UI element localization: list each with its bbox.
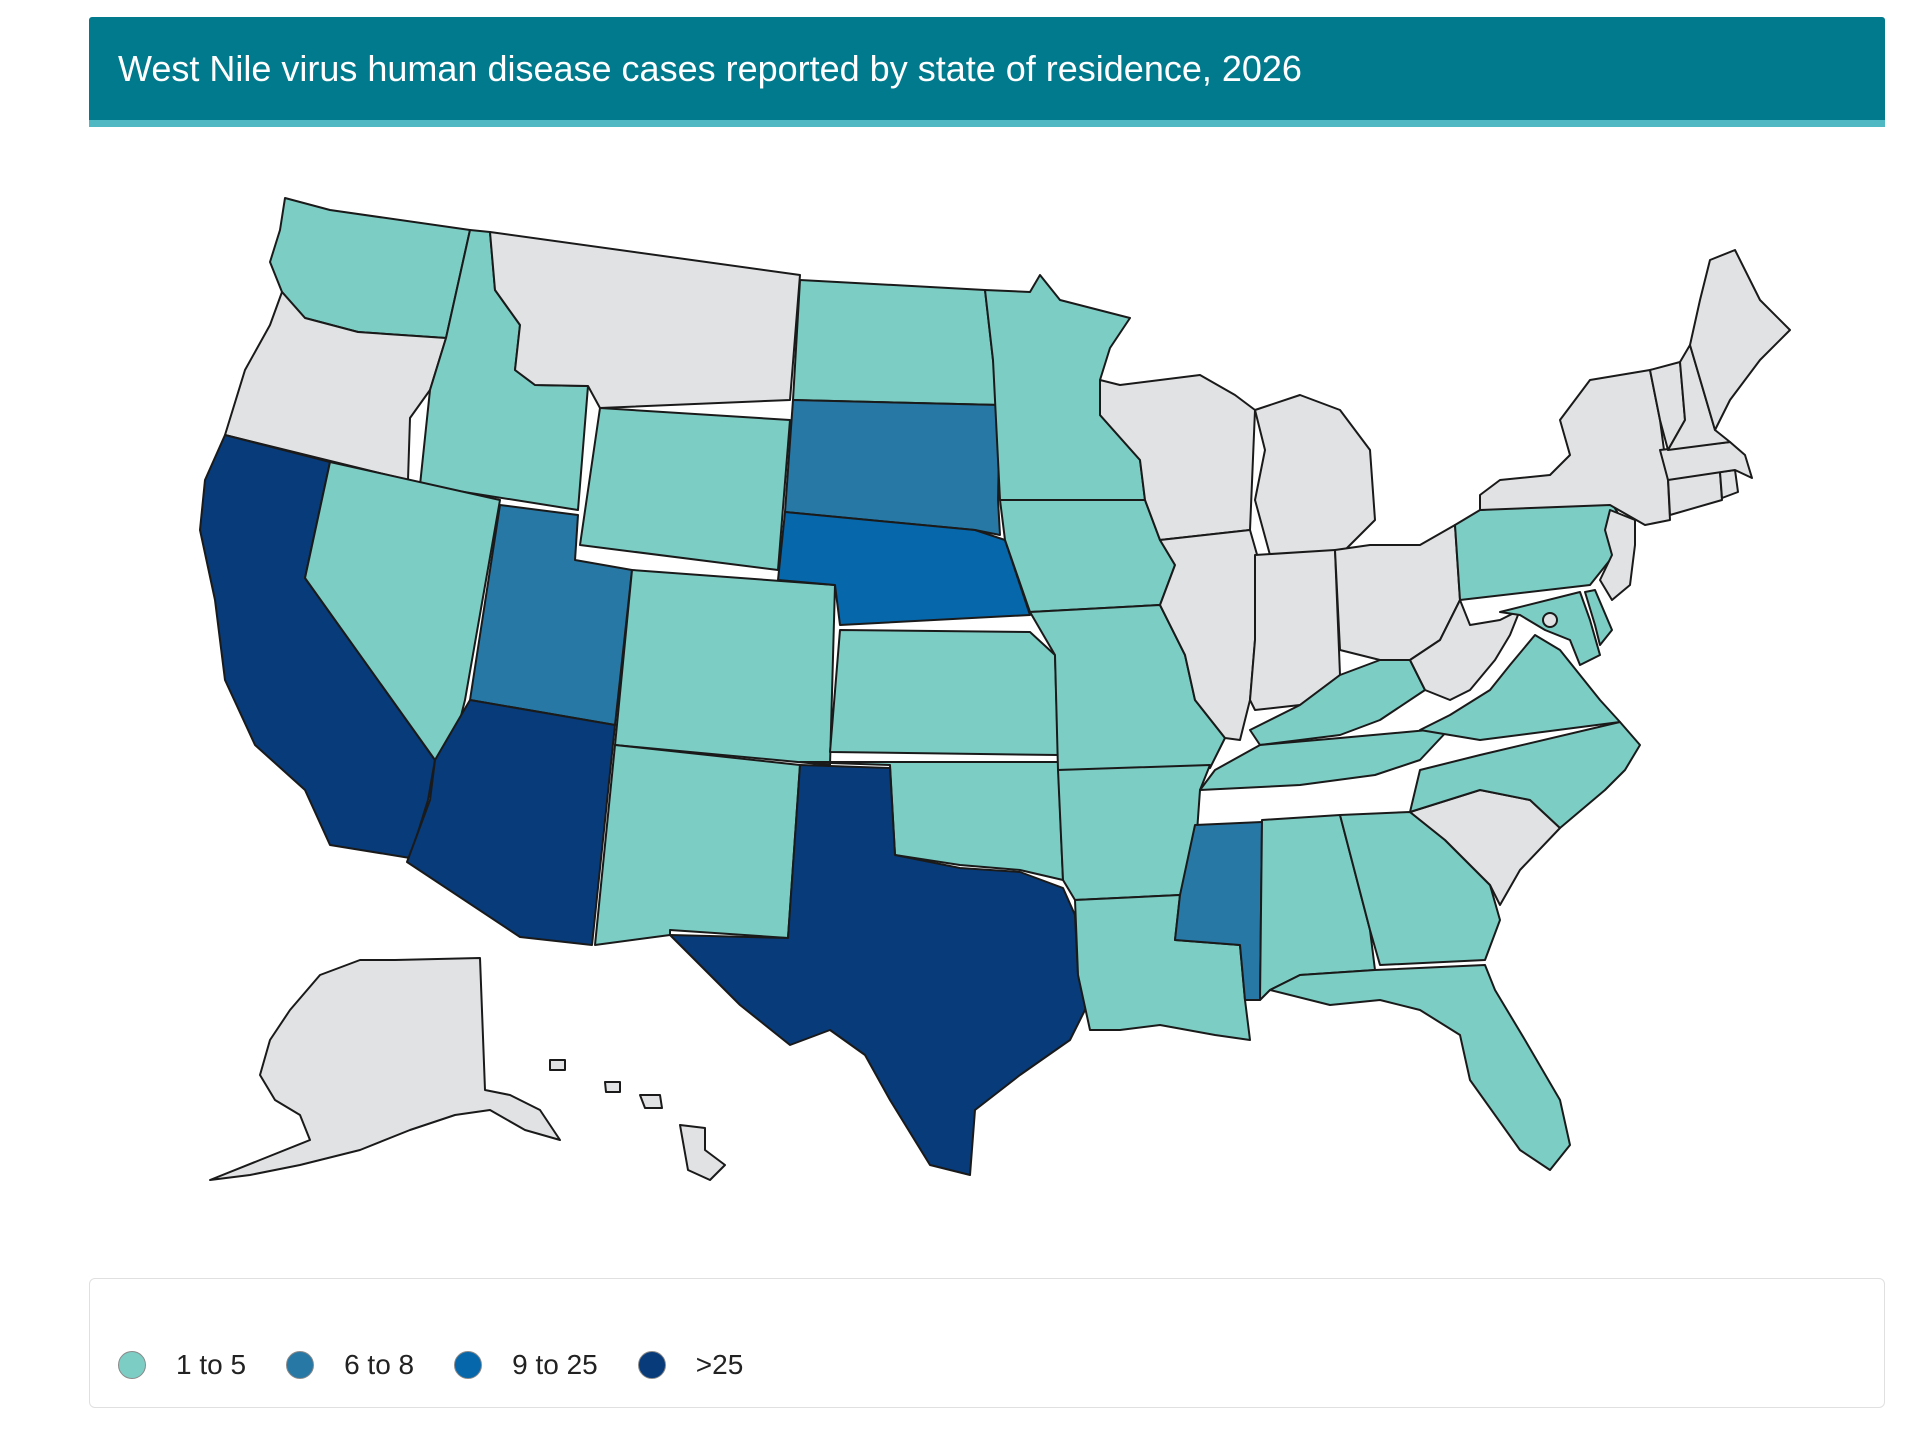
state-ak[interactable]: [209, 957, 561, 1181]
state-tx[interactable]: [669, 764, 1091, 1176]
state-nd[interactable]: [792, 279, 1001, 406]
state-nc[interactable]: [1409, 721, 1641, 829]
state-de[interactable]: [1584, 589, 1613, 646]
state-mt[interactable]: [489, 231, 801, 409]
state-wy[interactable]: [579, 407, 791, 571]
legend-item[interactable]: 6 to 8: [286, 1349, 414, 1381]
map-title: West Nile virus human disease cases repo…: [118, 48, 1302, 89]
state-dc[interactable]: [1542, 612, 1558, 628]
state-wv[interactable]: [1409, 599, 1521, 701]
legend-item[interactable]: >25: [637, 1349, 744, 1381]
legend-label: 6 to 8: [344, 1349, 415, 1380]
legend-label: >25: [695, 1349, 744, 1380]
title-bar: West Nile virus human disease cases repo…: [89, 17, 1885, 127]
state-ne[interactable]: [777, 511, 1031, 626]
state-fl[interactable]: [1269, 964, 1571, 1171]
state-or[interactable]: [224, 291, 447, 481]
legend-swatch: [118, 1351, 146, 1379]
state-mi[interactable]: [1254, 394, 1376, 556]
legend-label: 1 to 5: [176, 1349, 247, 1380]
state-ia[interactable]: [999, 499, 1176, 613]
state-me[interactable]: [1689, 249, 1791, 431]
legend: 1 to 5 6 to 8 9 to 25 >25: [89, 1278, 1885, 1408]
us-map-svg: [199, 197, 1791, 1181]
legend-item[interactable]: 1 to 5: [118, 1349, 246, 1381]
legend-swatch: [454, 1351, 483, 1379]
legend-item[interactable]: 9 to 25: [454, 1349, 598, 1381]
state-md[interactable]: [1499, 591, 1601, 666]
state-az[interactable]: [406, 699, 616, 946]
state-ny[interactable]: [1479, 369, 1671, 526]
state-nm[interactable]: [594, 744, 801, 946]
us-map: [120, 180, 1820, 1200]
state-nj[interactable]: [1599, 509, 1636, 601]
legend-swatch: [286, 1351, 315, 1379]
state-co[interactable]: [614, 569, 836, 766]
state-va[interactable]: [1419, 634, 1621, 741]
state-ks[interactable]: [829, 629, 1059, 756]
state-tn[interactable]: [1199, 727, 1451, 791]
legend-label: 9 to 25: [512, 1349, 598, 1380]
state-pa[interactable]: [1454, 499, 1626, 601]
state-ri[interactable]: [1719, 469, 1739, 499]
legend-swatch: [637, 1351, 666, 1379]
state-hi[interactable]: [549, 1059, 726, 1181]
